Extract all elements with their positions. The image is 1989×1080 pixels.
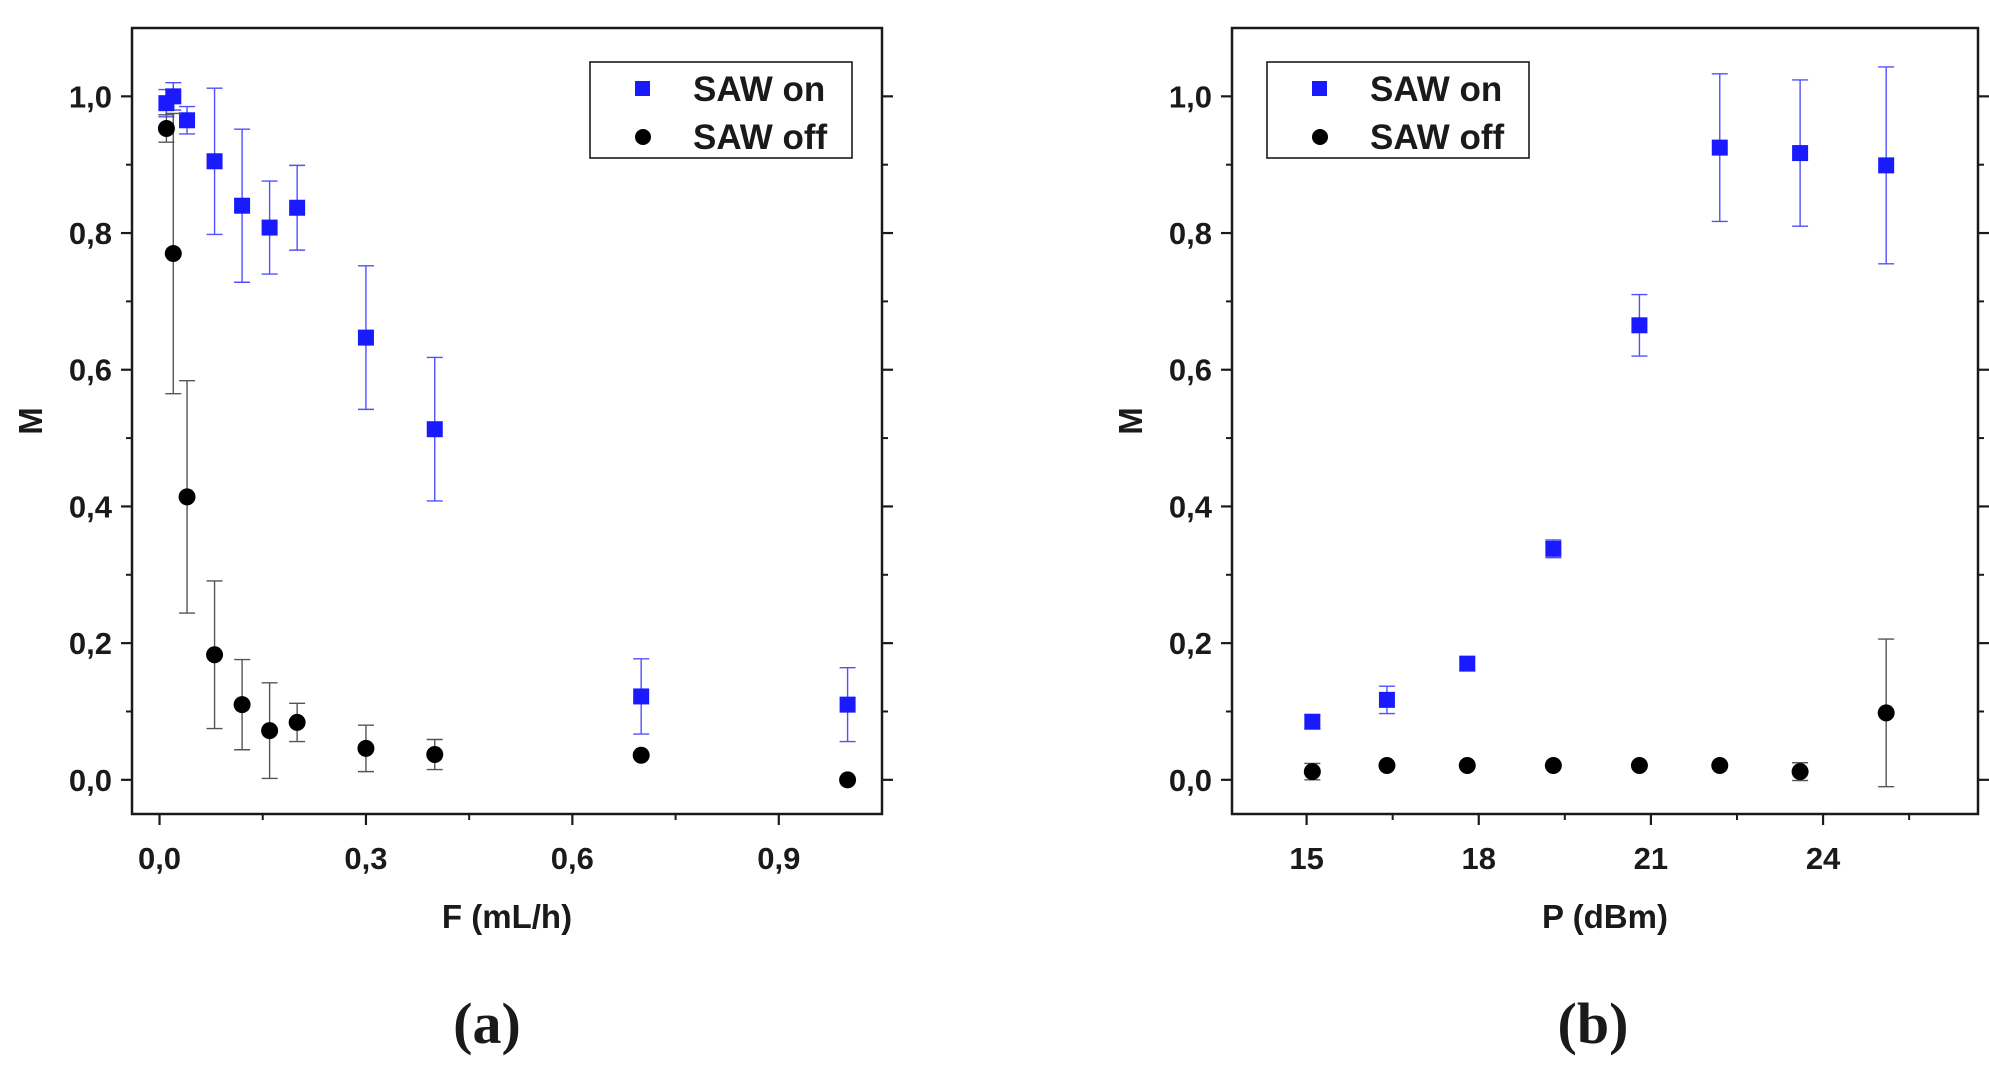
panel-b-legend-box: [1266, 61, 1530, 159]
panel-b-x-tick-label: 21: [1634, 841, 1668, 876]
panel-b-saw-off-point: [1458, 756, 1476, 774]
panel-b-x-ticks: 15 18 21 24: [1289, 814, 1911, 876]
panel-b-saw-on-point: [1459, 655, 1476, 672]
panel-b-y-tick-label: 0,0: [1169, 763, 1212, 798]
panel-b-saw-off-point: [1877, 704, 1895, 722]
panel-b-saw-off-point: [1303, 763, 1321, 781]
panel-b-y-tick-label: 1,0: [1169, 79, 1212, 114]
panel-a: 0,0 0,2 0,4 0,6 0,8 1,0 0,0 0,3 0,6 0,9 F (mL/h)…: [12, 26, 893, 1056]
panel-b-saw-off-point: [1544, 756, 1562, 774]
panel-a-legend-marker-saw-on: [635, 81, 650, 96]
panel-b-legend-label-saw-on: SAW on: [1370, 70, 1502, 109]
panel-a-x-tick-label: 0,6: [551, 841, 594, 876]
panel-a-legend-label-saw-on: SAW on: [693, 70, 825, 109]
panel-a-y-tick-label: 0,0: [69, 763, 112, 798]
panel-a-x-ticks: 0,0 0,3 0,6 0,9: [138, 814, 800, 876]
panel-a-x-tick-label: 0,3: [344, 841, 387, 876]
panel-b-y-axis-title: M: [1112, 407, 1149, 435]
panel-a-saw-on-point: [165, 88, 182, 105]
panel-a-saw-off-point: [261, 722, 279, 740]
panel-a-y-tick-label: 1,0: [69, 79, 112, 114]
panel-a-x-axis-title: F (mL/h): [442, 898, 572, 935]
panel-b-plot-frame: [1230, 26, 1980, 816]
panel-b-x-tick-label: 15: [1289, 841, 1323, 876]
panel-a-y-axis-title: M: [12, 407, 49, 435]
panel-b-y-tick-label: 0,6: [1169, 353, 1212, 388]
panel-b-saw-off-point: [1378, 756, 1396, 774]
panel-b-saw-off-point: [1711, 756, 1729, 774]
panel-a-saw-on-point: [234, 197, 251, 214]
panel-a-saw-off-point: [206, 646, 224, 664]
panel-a-x-tick-label: 0,0: [138, 841, 181, 876]
panel-b: 0,0 0,2 0,4 0,6 0,8 1,0 15 18 21 24 P (dBm) M SA…: [1112, 26, 1989, 1056]
panel-a-y-tick-label: 0,8: [69, 216, 112, 251]
panel-b-y-tick-label: 0,2: [1169, 626, 1212, 661]
panel-a-saw-off-point: [233, 696, 251, 714]
panel-a-saw-off-point: [426, 746, 444, 764]
panel-b-label: (b): [1558, 991, 1629, 1056]
panel-a-saw-on-point: [261, 219, 278, 236]
panel-b-saw-on-point: [1631, 317, 1648, 334]
panel-b-legend-marker-saw-off: [1312, 129, 1328, 145]
panel-b-saw-on-point: [1792, 145, 1809, 162]
panel-a-legend-marker-saw-off: [635, 129, 651, 145]
panel-a-saw-on-point: [839, 696, 856, 713]
panel-b-saw-on-point: [1378, 691, 1395, 708]
panel-b-legend: SAW on SAW off: [1266, 61, 1530, 159]
panel-a-saw-off-point: [178, 488, 196, 506]
panel-b-saw-on-point: [1304, 713, 1321, 730]
panel-b-legend-label-saw-off: SAW off: [1370, 118, 1504, 157]
panel-a-saw-on-point: [357, 329, 374, 346]
panel-b-y-tick-label: 0,8: [1169, 216, 1212, 251]
panel-a-saw-on-point: [426, 421, 443, 438]
panel-a-saw-on-point: [206, 153, 223, 170]
panel-b-saw-off-point: [1791, 763, 1809, 781]
panel-a-y-tick-label: 0,2: [69, 626, 112, 661]
panel-b-marks: [1303, 66, 1895, 788]
panel-b-saw-off-point: [1630, 756, 1648, 774]
panel-a-legend-box: [589, 61, 853, 159]
panel-a-marks: [157, 81, 857, 789]
panel-a-legend-label-saw-off: SAW off: [693, 118, 827, 157]
panel-a-saw-on-point: [633, 688, 650, 705]
panel-a-saw-off-point: [839, 771, 857, 789]
panel-a-legend: SAW on SAW off: [589, 61, 853, 159]
panel-a-plot-frame: [130, 26, 884, 816]
panel-b-x-tick-label: 24: [1806, 841, 1841, 876]
panel-b-x-axis-title: P (dBm): [1542, 898, 1668, 935]
panel-a-y-tick-label: 0,6: [69, 353, 112, 388]
panel-b-y-tick-label: 0,4: [1169, 489, 1213, 524]
panel-b-saw-on-point: [1711, 139, 1728, 156]
panel-a-saw-on-point: [289, 199, 306, 216]
panel-a-saw-off-point: [288, 713, 306, 731]
panel-b-saw-on-point: [1545, 540, 1562, 557]
panel-a-label: (a): [453, 991, 521, 1056]
panel-b-x-tick-label: 18: [1462, 841, 1496, 876]
panel-a-saw-off-point: [157, 119, 175, 137]
panel-a-saw-off-point: [632, 746, 650, 764]
panel-b-saw-on-point: [1878, 157, 1895, 174]
panel-a-y-tick-label: 0,4: [69, 489, 113, 524]
panel-a-saw-on-point: [179, 112, 196, 129]
panel-b-y-ticks: 0,0 0,2 0,4 0,6 0,8 1,0: [1169, 79, 1989, 798]
panel-a-saw-off-point: [164, 245, 182, 263]
panel-a-saw-off-point: [357, 739, 375, 757]
panel-b-legend-marker-saw-on: [1312, 81, 1327, 96]
panel-a-x-tick-label: 0,9: [757, 841, 800, 876]
panel-a-y-ticks: 0,0 0,2 0,4 0,6 0,8 1,0: [69, 79, 893, 798]
